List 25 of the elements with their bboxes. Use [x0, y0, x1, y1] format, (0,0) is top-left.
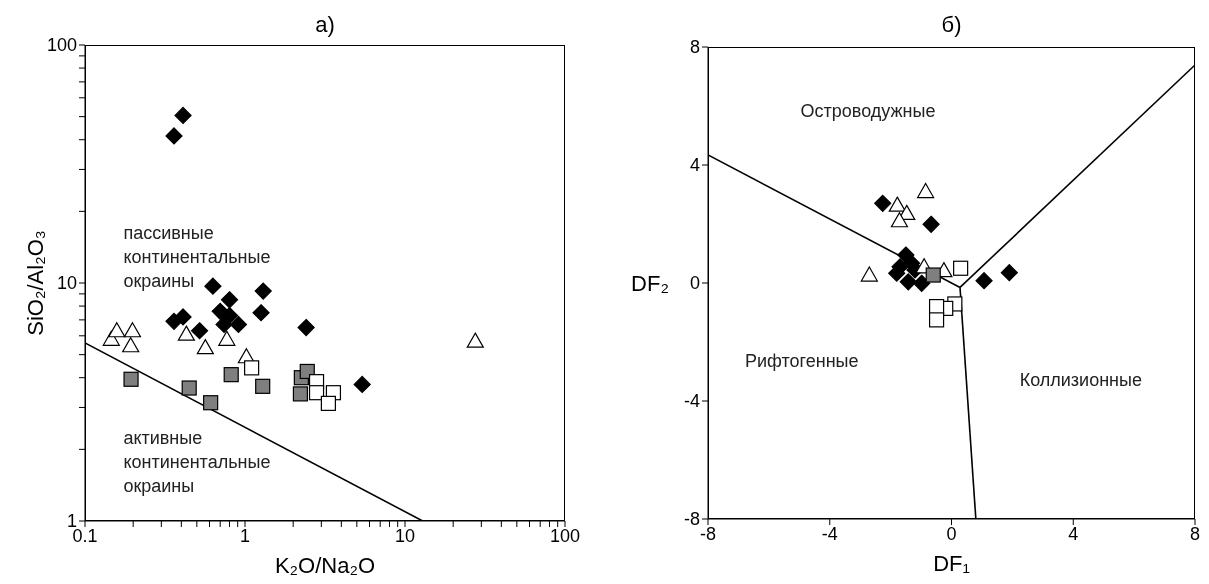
y-axis-title: SiO₂/Al₂O₃ [22, 230, 48, 336]
y-tick-label: 10 [56, 273, 77, 294]
y-tick-label: 100 [46, 35, 77, 56]
annotation: Островодужные [800, 99, 936, 123]
x-axis-title: K₂O/Na₂O [274, 553, 376, 578]
x-tick-label: -4 [821, 523, 838, 544]
chart-title: б) [940, 12, 963, 38]
y-tick-label: -4 [683, 391, 700, 412]
y-tick-label: 8 [689, 37, 700, 58]
x-tick-label: 8 [1189, 523, 1201, 544]
x-tick-label: 100 [549, 525, 581, 546]
y-tick-label: 0 [689, 273, 700, 294]
annotation: пассивные континентальные окраины [123, 222, 271, 294]
x-tick-label: 4 [1068, 523, 1079, 544]
x-tick-label: 0 [946, 523, 957, 544]
y-tick-label: -8 [683, 509, 700, 530]
x-tick-label: 10 [394, 525, 416, 546]
annotation: Коллизионные [1019, 368, 1142, 392]
annotation: Рифтогенные [745, 350, 859, 374]
y-axis-title: DF₂ [631, 270, 669, 296]
chart-title: а) [314, 12, 336, 38]
y-tick-label: 4 [689, 155, 700, 176]
x-tick-label: 1 [239, 525, 251, 546]
x-axis-title: DF₁ [933, 551, 970, 576]
annotation: активные континентальные окраины [123, 426, 271, 498]
